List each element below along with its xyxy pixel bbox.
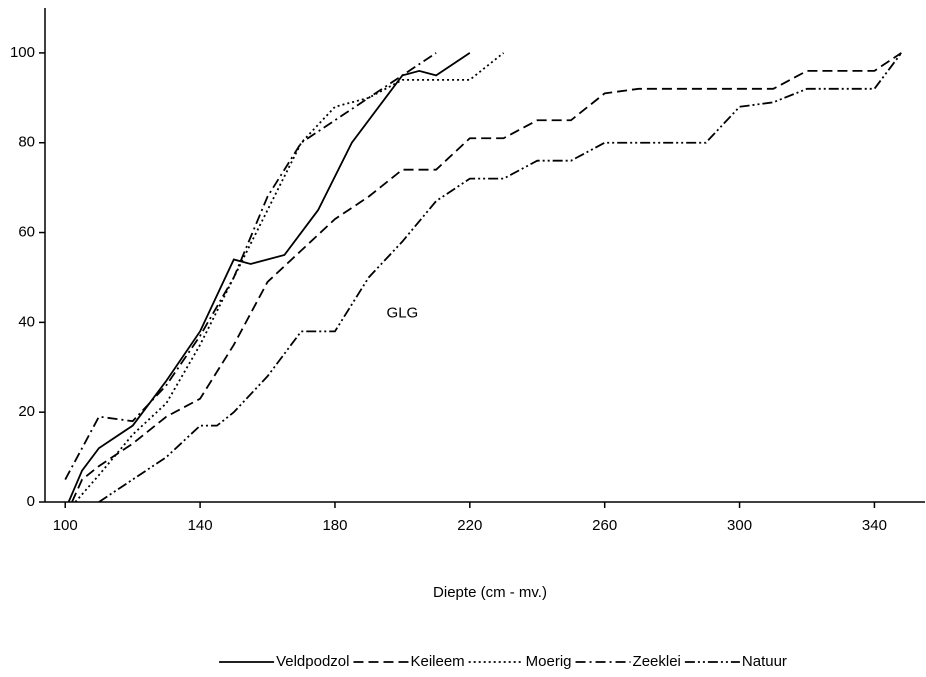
series-line	[71, 52, 902, 503]
x-tick-label: 180	[322, 517, 347, 534]
x-tick-label: 220	[457, 517, 482, 534]
y-tick-label: 80	[18, 134, 35, 151]
y-tick-label: 40	[18, 313, 35, 330]
legend: Veldpodzol Keileem Moerig Zeeklei Natuur	[219, 653, 787, 670]
x-tick-label: 260	[592, 517, 617, 534]
x-tick-label: 140	[188, 517, 213, 534]
legend-label: Veldpodzol	[276, 653, 349, 670]
series-line	[98, 52, 903, 503]
legend-label: Moerig	[526, 653, 572, 670]
y-tick-label: 100	[10, 44, 35, 61]
x-axis-label: Diepte (cm - mv.)	[433, 584, 547, 601]
x-tick-label: 340	[862, 517, 887, 534]
x-tick-label: 100	[53, 517, 78, 534]
legend-label: Zeeklei	[633, 653, 681, 670]
series-line	[74, 52, 505, 503]
annotation: GLG	[387, 304, 419, 321]
y-tick-label: 20	[18, 403, 35, 420]
series-line	[64, 52, 437, 480]
legend-label: Natuur	[742, 653, 787, 670]
y-tick-label: 60	[18, 224, 35, 241]
legend-label: Keileem	[410, 653, 464, 670]
y-tick-label: 0	[27, 493, 35, 510]
series-line	[67, 52, 471, 503]
x-tick-label: 300	[727, 517, 752, 534]
